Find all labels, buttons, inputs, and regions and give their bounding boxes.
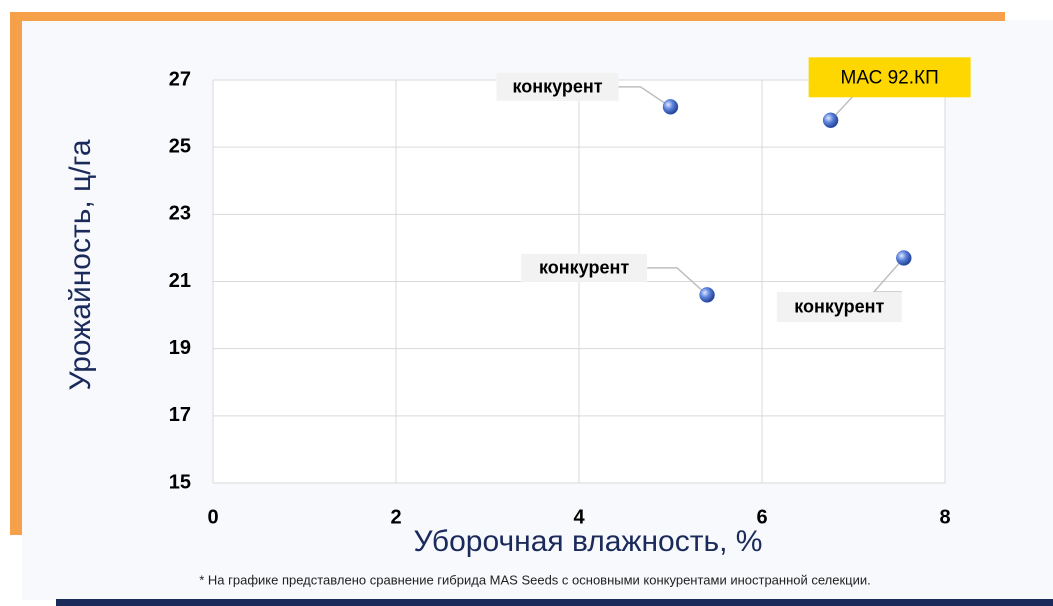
x-tick-label: 0: [207, 506, 218, 528]
point-label: конкурент: [794, 297, 884, 317]
point: [662, 99, 679, 115]
leader-line: [618, 86, 671, 108]
x-tick-label: 6: [756, 506, 767, 528]
y-tick-label: 27: [169, 68, 191, 90]
point-label: конкурент: [539, 258, 629, 278]
point-label-box: [808, 57, 971, 98]
footnote: * На графике представлено сравнение гибр…: [199, 572, 871, 587]
y-tick-label: 21: [169, 270, 191, 292]
leader-line: [647, 267, 708, 296]
y-axis-title: Урожайность, ц/га: [64, 139, 97, 390]
point: [896, 250, 912, 266]
x-tick-label: 8: [939, 506, 950, 528]
point: [699, 287, 715, 303]
point-label: конкурент: [512, 77, 602, 97]
point: [822, 112, 839, 129]
point-label-box: [496, 72, 619, 101]
y-tick-label: 15: [169, 471, 191, 493]
point-label: МАС 92.КП: [841, 67, 939, 88]
y-tick-label: 19: [169, 337, 191, 359]
orange-left-bar: [10, 12, 22, 535]
y-tick-label: 23: [169, 203, 191, 225]
x-tick-label: 2: [390, 506, 401, 528]
y-tick-label: 17: [169, 404, 191, 426]
bottom-bar: [56, 599, 1053, 606]
x-axis-title: Уборочная влажность, %: [414, 525, 763, 558]
x-tick-label: 4: [573, 506, 585, 528]
y-tick-label: 25: [169, 135, 191, 157]
point-label-box: [521, 253, 648, 282]
point-label-box: [776, 291, 902, 322]
orange-top-bar: [10, 12, 1005, 21]
